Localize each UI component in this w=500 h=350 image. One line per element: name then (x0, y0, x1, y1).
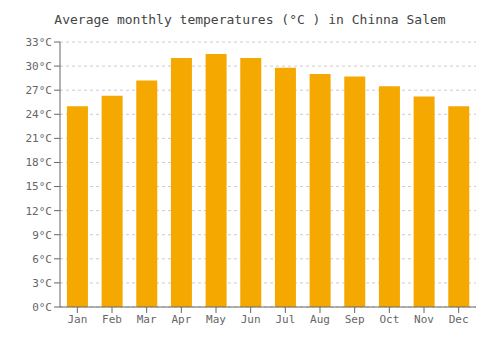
svg-text:15°C: 15°C (26, 180, 53, 193)
svg-text:24°C: 24°C (26, 108, 53, 121)
svg-text:Jun: Jun (241, 313, 261, 326)
svg-text:Jul: Jul (275, 313, 295, 326)
svg-text:3°C: 3°C (32, 277, 52, 290)
svg-text:Oct: Oct (379, 313, 399, 326)
svg-text:Mar: Mar (137, 313, 157, 326)
svg-text:0°C: 0°C (32, 301, 52, 314)
svg-text:Nov: Nov (414, 313, 434, 326)
svg-text:30°C: 30°C (26, 60, 53, 73)
svg-text:Feb: Feb (102, 313, 122, 326)
svg-text:33°C: 33°C (26, 36, 53, 49)
svg-text:12°C: 12°C (26, 205, 53, 218)
html-text:Average monthly temperatures (: Average monthly temperatures (°C ) in Ch… (54, 12, 446, 27)
svg-text:Dec: Dec (449, 313, 469, 326)
svg-text:Jan: Jan (67, 313, 87, 326)
svg-text:May: May (206, 313, 226, 326)
svg-text:Sep: Sep (345, 313, 365, 326)
svg-text:6°C: 6°C (32, 253, 52, 266)
svg-text:Apr: Apr (171, 313, 191, 326)
svg-text:18°C: 18°C (26, 156, 53, 169)
svg-text:Aug: Aug (310, 313, 330, 326)
svg-text:21°C: 21°C (26, 132, 53, 145)
svg-text:9°C: 9°C (32, 229, 52, 242)
svg-text:27°C: 27°C (26, 84, 53, 97)
